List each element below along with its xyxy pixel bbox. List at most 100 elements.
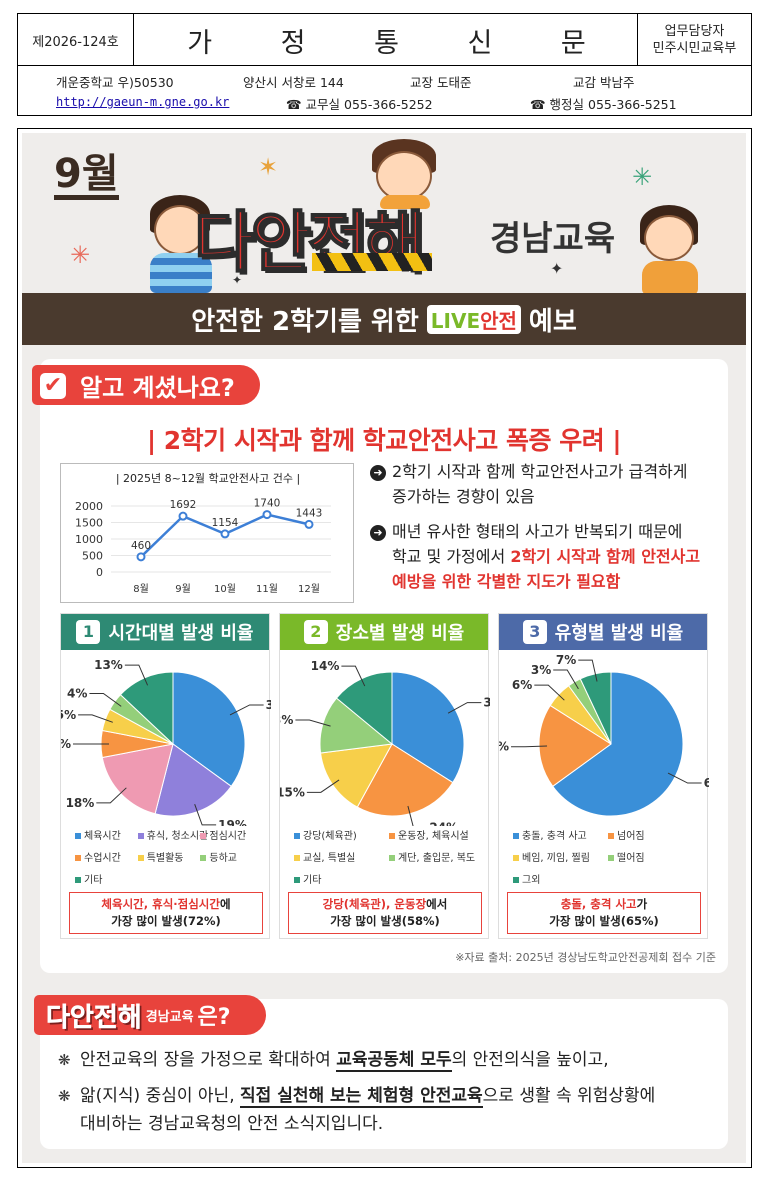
pie-legend: 강당(체육관) 운동장, 체육시설교실, 특별실 계단, 출입문, 복도기타 bbox=[294, 827, 484, 893]
legend-item: 강당(체육관) bbox=[294, 827, 389, 842]
dept-line1: 업무담당자 bbox=[664, 24, 725, 39]
data-label: 1740 bbox=[254, 498, 281, 510]
slice-label: 35% bbox=[266, 698, 271, 712]
admin-phone: ☎ 행정실 055-366-5251 bbox=[530, 97, 677, 112]
slice-label: 4% bbox=[67, 686, 87, 700]
safety-poster: 9월 ✶ ✳ ✳ ✦ ✦ 다안전해 경남교육 안전한 2학기를 위한 bbox=[17, 128, 752, 1168]
dept-line2: 민주시민교육부 bbox=[652, 41, 737, 56]
slice-label: 24% bbox=[429, 820, 458, 826]
slice-label: 18% bbox=[66, 796, 95, 810]
headline: | 2학기 시작과 함께 학교안전사고 폭증 우려 | bbox=[146, 426, 622, 455]
slice-label: 65% bbox=[704, 776, 709, 790]
section-tag: ✔ 알고 계셨나요? bbox=[32, 365, 260, 405]
star-decoration-icon: ✦ bbox=[550, 259, 564, 278]
data-label: 1154 bbox=[212, 517, 239, 529]
arrow-icon: ➜ bbox=[370, 465, 386, 481]
leader-line bbox=[124, 664, 149, 686]
poster-background: 9월 ✶ ✳ ✳ ✦ ✦ 다안전해 경남교육 안전한 2학기를 위한 bbox=[22, 133, 746, 1163]
leader-line bbox=[78, 714, 113, 723]
y-tick-label: 1500 bbox=[75, 517, 103, 530]
y-tick-label: 1000 bbox=[75, 533, 103, 546]
live-badge: LIVE안전 bbox=[426, 304, 521, 334]
bullet-star-icon: ❋ bbox=[58, 1051, 71, 1069]
data-point bbox=[136, 552, 146, 562]
pie-legend: 체육시간 휴식, 청소시간점심시간수업시간 특별활동 등하교기타 bbox=[75, 827, 265, 893]
caution-stripe bbox=[312, 253, 432, 271]
data-label: 460 bbox=[131, 540, 151, 552]
slice-label: 19% bbox=[499, 740, 509, 754]
vice-principal: 교감 박남주 bbox=[573, 75, 635, 90]
legend-item: 수업시간 bbox=[75, 849, 138, 864]
x-tick-label: 9월 bbox=[175, 583, 191, 595]
star-decoration-icon: ✳ bbox=[70, 241, 91, 269]
pie-panel-place: 2 장소별 발생 비율 34% 24% 15% 13% 14% 강당(체육관)운동장, 체육시… bbox=[279, 613, 490, 939]
panel-number: 1 bbox=[76, 620, 101, 644]
data-label: 1443 bbox=[296, 507, 323, 519]
legend-item: 넘어짐 bbox=[608, 827, 703, 842]
school-website-link[interactable]: http://gaeun-m.gne.go.kr bbox=[56, 95, 230, 109]
legend-item: 휴식, 청소시간 bbox=[137, 827, 208, 842]
leader-line bbox=[511, 745, 548, 748]
y-tick-label: 2000 bbox=[75, 500, 103, 513]
department-box: 업무담당자 민주시민교육부 bbox=[637, 14, 751, 66]
pie-panel-header: 2 장소별 발생 비율 bbox=[280, 614, 488, 650]
slice-label: 3% bbox=[531, 663, 551, 677]
bullet-1: ➜ 2학기 시작과 함께 학교안전사고가 급격하게 증가하는 경향이 있음 bbox=[370, 459, 687, 509]
panel-summary: 충돌, 충격 사고가 가장 많이 발생(65%) bbox=[507, 892, 701, 934]
pie-panel-header: 3 유형별 발생 비율 bbox=[499, 614, 707, 650]
arrow-icon: ➜ bbox=[370, 525, 386, 541]
legend-item: 특별활동 bbox=[137, 849, 201, 864]
banner-text-post: 예보 bbox=[528, 306, 577, 337]
x-tick-label: 12월 bbox=[298, 583, 320, 595]
pie-chart: 34% 24% 15% 13% 14% bbox=[280, 659, 490, 826]
legend-item: 교실, 특별실 bbox=[294, 849, 389, 864]
slice-label: 6% bbox=[61, 737, 71, 751]
slice-label: 6% bbox=[512, 678, 532, 692]
pie-chart: 35% 19% 18% 6% 5% 4% 13% bbox=[61, 658, 271, 826]
intro-card: 다안전해 경남교육 은? ❋ 안전교육의 장을 가정으로 확대하여 교육공동체 모… bbox=[34, 995, 728, 1149]
leader-line bbox=[534, 684, 565, 701]
bullet-2: ➜ 매년 유사한 형태의 사고가 반복되기 때문에 학교 및 가정에서 2학기 시… bbox=[370, 519, 700, 594]
legend-item: 기타 bbox=[75, 871, 138, 886]
legend-item: 운동장, 체육시설 bbox=[389, 827, 484, 842]
school-address: 양산시 서창로 144 bbox=[243, 75, 344, 90]
school-name: 개운중학교 우)50530 bbox=[56, 75, 174, 90]
intro-line-3: 대비하는 경남교육청의 안전 소식지입니다. bbox=[80, 1114, 384, 1134]
x-tick-label: 8월 bbox=[133, 583, 149, 595]
pie-legend: 충돌, 충격 사고 넘어짐베임, 끼임, 찔림 떨어짐그외 bbox=[513, 827, 703, 893]
statistics-card: ✔ 알고 계셨나요? | 2학기 시작과 함께 학교안전사고 폭증 우려 | |… bbox=[32, 359, 728, 973]
panel-summary: 강당(체육관), 운동장에서 가장 많이 발생(58%) bbox=[288, 892, 482, 934]
check-icon: ✔ bbox=[40, 373, 66, 399]
letterhead-top-row: 제2026-124호 가 정 통 신 문 업무담당자 민주시민교육부 bbox=[18, 14, 751, 66]
title-banner: 안전한 2학기를 위한 LIVE안전 예보 bbox=[22, 293, 746, 345]
line-chart: | 2025년 8~12월 학교안전사고 건수 | 2000 1500 1000 500… bbox=[60, 463, 354, 603]
leader-line bbox=[553, 669, 579, 690]
slice-label: 15% bbox=[280, 785, 305, 799]
leader-line bbox=[89, 692, 122, 707]
brand-subtitle: 경남교육 bbox=[490, 219, 616, 259]
principal: 교장 도태준 bbox=[410, 75, 472, 90]
data-source-note: ※자료 출처: 2025년 경상남도학교안전공제회 접수 기준 bbox=[455, 951, 716, 964]
data-point bbox=[220, 529, 230, 539]
legend-item: 베임, 끼임, 찔림 bbox=[513, 849, 608, 864]
banner-text-pre: 안전한 2학기를 위한 bbox=[191, 306, 419, 337]
intro-brand-sub: 경남교육 bbox=[145, 1009, 194, 1025]
slice-label: 19% bbox=[218, 818, 247, 826]
leader-line bbox=[306, 779, 340, 793]
x-tick-label: 11월 bbox=[256, 583, 278, 595]
intro-question: 은? bbox=[197, 1005, 231, 1030]
leader-line bbox=[96, 787, 127, 804]
slice-label: 13% bbox=[94, 658, 123, 672]
star-decoration-icon: ✶ bbox=[258, 153, 279, 181]
panel-number: 2 bbox=[303, 620, 328, 644]
legend-item: 점심시간 bbox=[200, 827, 263, 842]
slice-label: 34% bbox=[483, 696, 490, 710]
leader-line bbox=[667, 772, 702, 784]
office-phone: ☎ 교무실 055-366-5252 bbox=[286, 97, 433, 112]
legend-item: 기타 bbox=[294, 871, 389, 886]
slice-label: 14% bbox=[311, 659, 340, 673]
legend-item: 떨어짐 bbox=[608, 849, 703, 864]
leader-line bbox=[341, 665, 366, 687]
letterhead: 제2026-124호 가 정 통 신 문 업무담당자 민주시민교육부 개운중학교… bbox=[17, 13, 752, 116]
